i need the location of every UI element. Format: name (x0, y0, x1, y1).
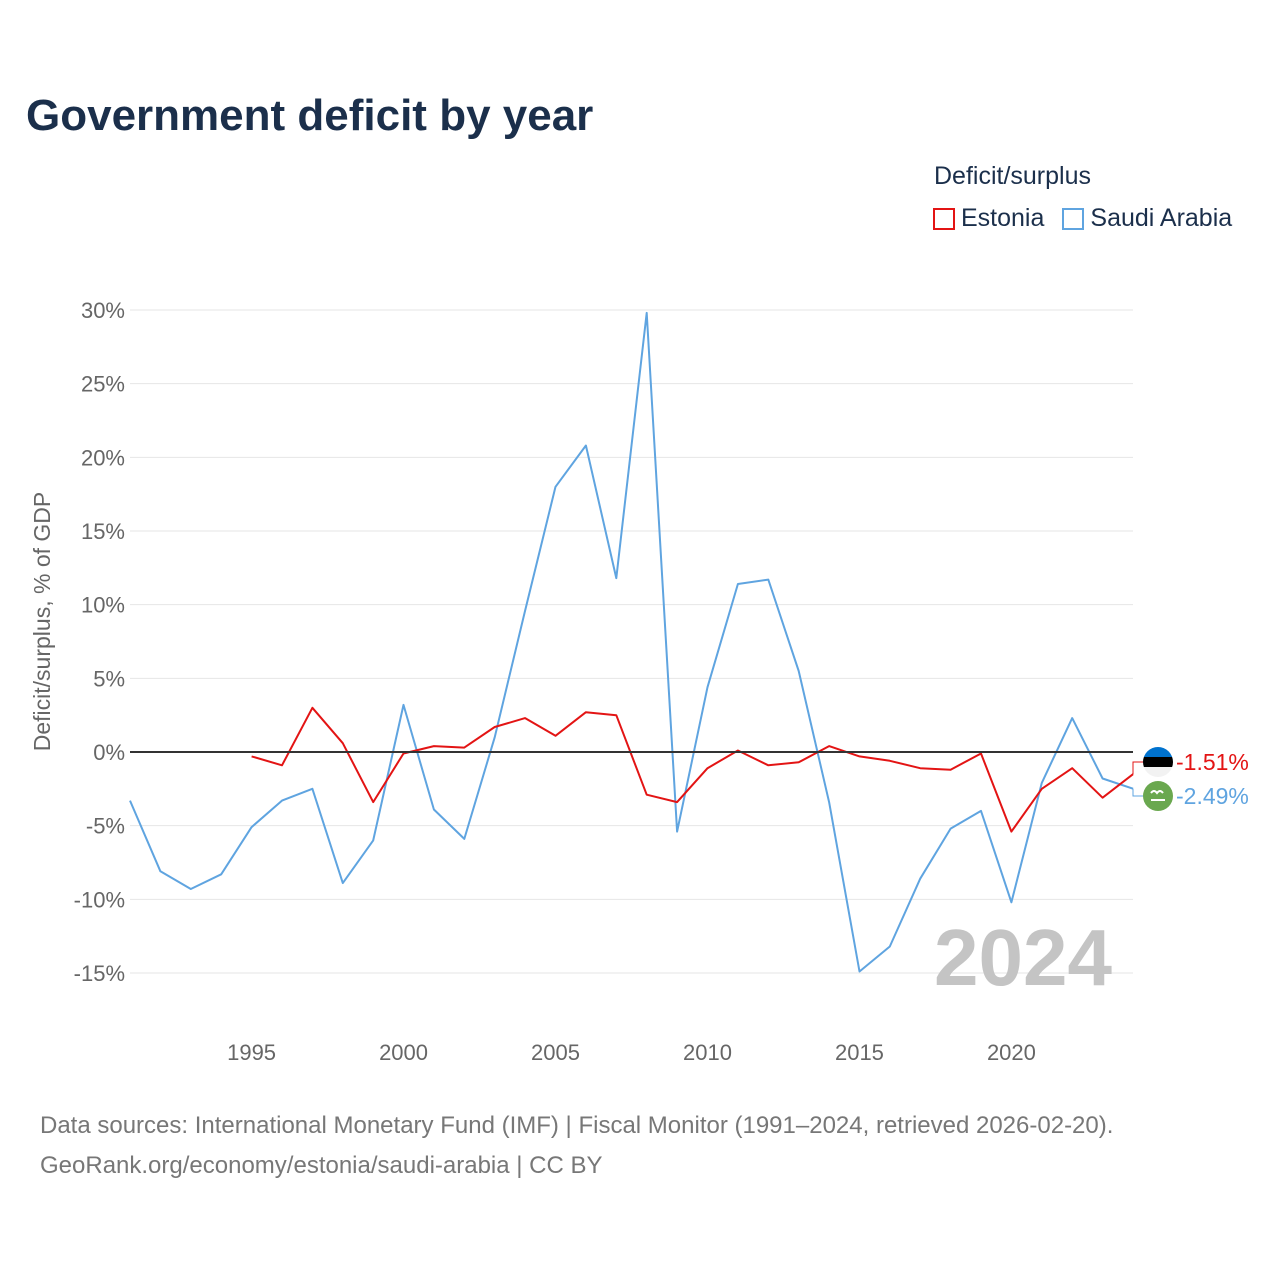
y-tick-label: 30% (81, 298, 125, 323)
page-title: Government deficit by year (26, 91, 594, 140)
y-axis-title: Deficit/surplus, % of GDP (29, 492, 55, 751)
x-tick-label: 2015 (835, 1040, 884, 1065)
saudi-arabia-flag-icon (1143, 781, 1173, 811)
legend-swatch-estonia (933, 207, 955, 230)
source-line-1: Data sources: International Monetary Fun… (40, 1112, 1114, 1139)
legend-item-estonia[interactable]: Estonia (933, 204, 1044, 233)
series-line-estonia[interactable] (251, 706, 1134, 833)
legend-item-saudi-arabia[interactable]: Saudi Arabia (1062, 204, 1232, 233)
y-tick-label: 15% (81, 519, 125, 544)
y-tick-label: -5% (86, 814, 125, 839)
y-axis-tick-labels: 30% 25% 20% 15% 10% 5% 0% -5% -10% -15% (74, 298, 125, 986)
data-source-note: Data sources: International Monetary Fun… (40, 1106, 1113, 1186)
x-tick-label: 1995 (227, 1040, 276, 1065)
y-tick-label: 0% (93, 740, 125, 765)
source-line-2[interactable]: GeoRank.org/economy/estonia/saudi-arabia… (40, 1152, 603, 1179)
y-tick-label: 5% (93, 666, 125, 691)
y-tick-label: -15% (74, 961, 125, 986)
end-label-estonia: -1.51% (1176, 749, 1249, 775)
end-label-connector (1132, 761, 1143, 775)
x-tick-label: 2020 (987, 1040, 1036, 1065)
series-lines (129, 311, 1134, 973)
legend-label-estonia: Estonia (961, 204, 1045, 232)
line-chart: 30% 25% 20% 15% 10% 5% 0% -5% -10% -15% 1995 2000 2… (29, 298, 1249, 1065)
legend-label-saudi-arabia: Saudi Arabia (1090, 204, 1233, 232)
legend: Estonia Saudi Arabia (933, 204, 1232, 233)
year-watermark: 2024 (934, 913, 1112, 1002)
legend-title: Deficit/surplus (934, 162, 1091, 190)
x-tick-label: 2005 (531, 1040, 580, 1065)
legend-swatch-saudi-arabia (1062, 207, 1085, 230)
grid-lines (130, 309, 1133, 974)
end-label-saudi-arabia: -2.49% (1176, 783, 1249, 809)
x-tick-label: 2000 (379, 1040, 428, 1065)
end-labels: -1.51% -2.49% (1132, 747, 1249, 811)
y-tick-label: 20% (81, 445, 125, 470)
y-tick-label: 10% (81, 593, 125, 618)
series-line-saudi-arabia[interactable] (129, 311, 1134, 973)
x-tick-label: 2010 (683, 1040, 732, 1065)
end-label-connector (1132, 788, 1143, 797)
x-axis-tick-labels: 1995 2000 2005 2010 2015 2020 (227, 1040, 1036, 1065)
estonia-flag-icon (1143, 747, 1173, 777)
y-tick-label: 25% (81, 372, 125, 397)
y-tick-label: -10% (74, 887, 125, 912)
